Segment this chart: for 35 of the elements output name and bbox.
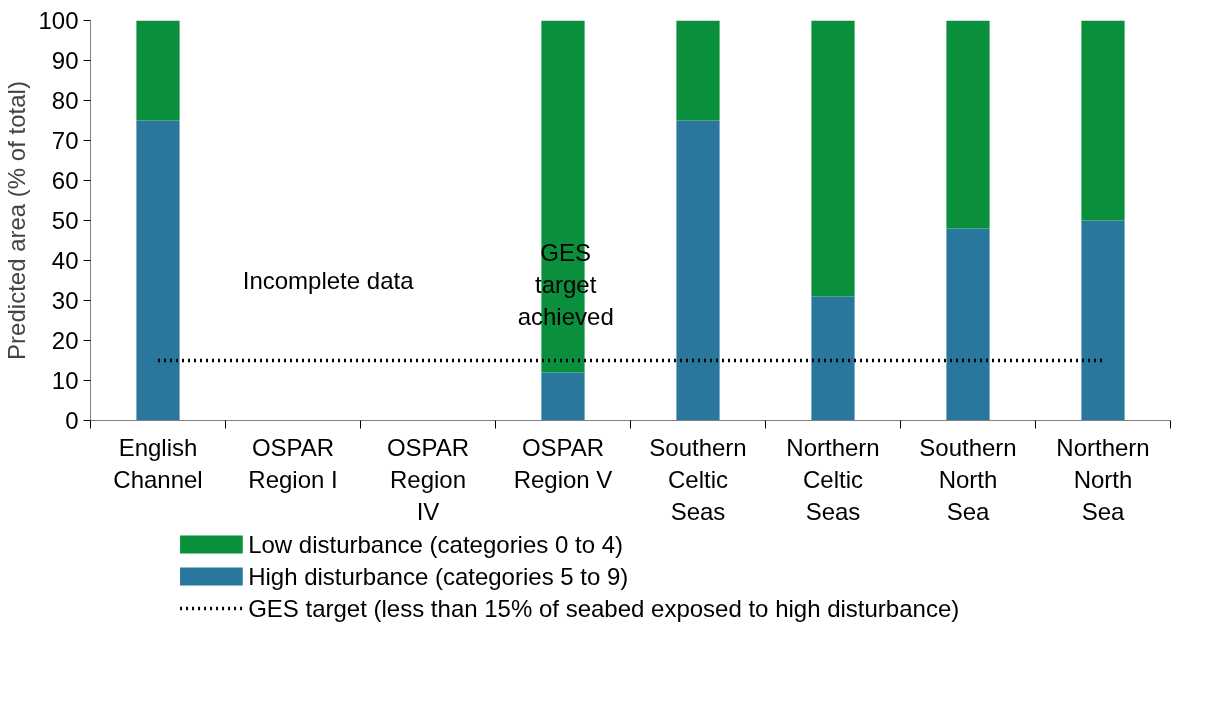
y-tick-label: 50 bbox=[51, 207, 79, 234]
x-tick-label: OSPAR Region IV bbox=[386, 433, 470, 526]
bar bbox=[676, 20, 720, 121]
legend-label: Low disturbance (categories 0 to 4) bbox=[248, 531, 624, 558]
y-tick-label: 20 bbox=[51, 327, 79, 354]
y-axis-title: Predicted area (% of total) bbox=[3, 81, 31, 360]
bar bbox=[811, 296, 855, 421]
bar bbox=[946, 228, 990, 421]
bar bbox=[136, 120, 180, 421]
y-tick-label: 90 bbox=[51, 47, 79, 74]
y-tick-label: 70 bbox=[51, 127, 79, 154]
y-tick-label: 100 bbox=[38, 7, 79, 34]
bar bbox=[946, 20, 990, 229]
x-tick-label: Southern North Sea bbox=[919, 433, 1017, 526]
y-tick-label: 30 bbox=[51, 287, 79, 314]
bar bbox=[1081, 20, 1125, 221]
bar bbox=[1081, 220, 1125, 421]
bar bbox=[811, 20, 855, 297]
x-tick-label: English Channel bbox=[113, 433, 203, 493]
bar bbox=[676, 120, 720, 421]
legend-label: GES target (less than 15% of seabed exposed to high disturbance) bbox=[248, 595, 960, 622]
x-tick-label: OSPAR Region I bbox=[248, 433, 338, 493]
x-tick-label: OSPAR Region V bbox=[513, 433, 613, 493]
x-tick-label: Northern Celtic Seas bbox=[786, 433, 880, 526]
legend-label: High disturbance (categories 5 to 9) bbox=[248, 563, 629, 590]
bar bbox=[541, 372, 585, 421]
x-tick-label: Southern Celtic Seas bbox=[649, 433, 747, 526]
y-tick-label: 40 bbox=[51, 247, 79, 274]
bar bbox=[136, 20, 180, 121]
y-tick-label: 10 bbox=[51, 367, 79, 394]
y-tick-label: 0 bbox=[65, 407, 79, 434]
x-tick-label: Northern North Sea bbox=[1056, 433, 1150, 526]
y-tick-label: 60 bbox=[51, 167, 79, 194]
y-tick-label: 80 bbox=[51, 87, 79, 114]
annotation: Incomplete data bbox=[242, 267, 415, 294]
